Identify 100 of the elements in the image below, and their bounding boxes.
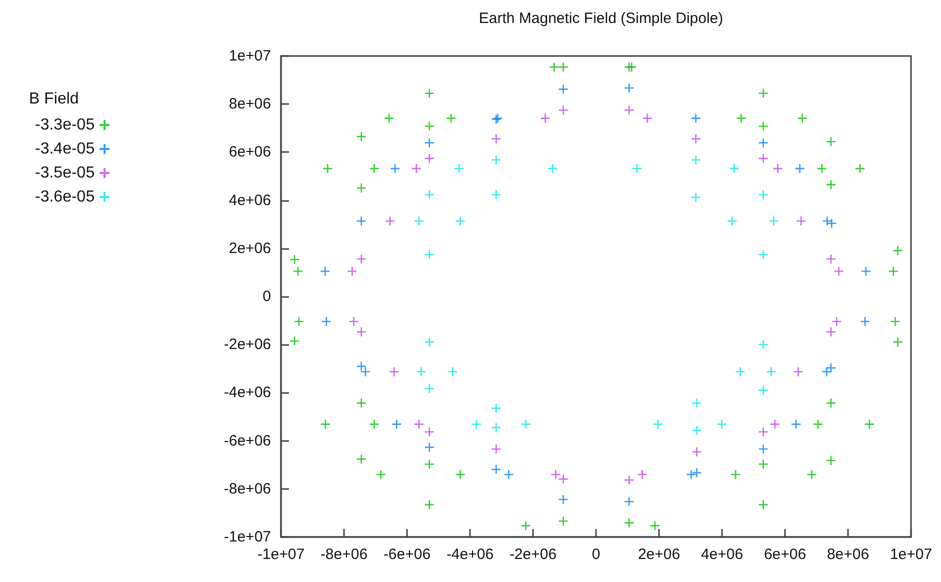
- point: [890, 316, 900, 327]
- point: [816, 163, 828, 174]
- legend-label: -3.4e-05: [35, 140, 95, 158]
- point: [860, 316, 870, 327]
- y-tick-label: 2e+06: [228, 240, 271, 257]
- y-tick-label: -4e+06: [224, 384, 271, 402]
- point: [758, 138, 768, 148]
- point: [454, 163, 464, 174]
- point: [793, 366, 804, 377]
- point: [424, 500, 435, 510]
- y-tick-label: 8e+06: [228, 96, 271, 113]
- point: [624, 82, 634, 94]
- y-tick-label: 6e+06: [228, 144, 271, 161]
- point: [758, 500, 768, 510]
- point: [289, 254, 300, 265]
- x-tick-label: -4e+06: [446, 546, 494, 563]
- point: [758, 458, 768, 470]
- y-tick-label: 4e+06: [228, 192, 271, 209]
- point: [376, 469, 386, 480]
- point: [424, 138, 435, 148]
- point: [356, 398, 366, 408]
- x-tick-label: -1e+07: [257, 546, 305, 563]
- point: [547, 163, 558, 174]
- point: [690, 154, 702, 166]
- point: [558, 494, 568, 505]
- point: [690, 192, 702, 203]
- point: [520, 520, 531, 531]
- point: [736, 113, 746, 124]
- x-tick-label: 6e+06: [764, 546, 806, 563]
- point: [826, 326, 836, 338]
- point: [390, 163, 400, 174]
- y-tick-label: 1e+07: [228, 48, 271, 64]
- point: [624, 104, 634, 116]
- x-tick-label: -8e+06: [320, 546, 368, 563]
- x-tick-label: 4e+06: [700, 546, 744, 563]
- point: [294, 316, 304, 327]
- point: [356, 254, 366, 264]
- point: [892, 245, 903, 256]
- point: [356, 182, 366, 194]
- point: [321, 316, 332, 327]
- point: [854, 163, 866, 174]
- point: [794, 163, 805, 174]
- x-tick-label: 8e+06: [826, 546, 870, 563]
- point: [758, 250, 768, 260]
- point: [690, 134, 702, 144]
- point: [796, 216, 806, 226]
- point: [768, 216, 779, 226]
- point: [490, 464, 502, 475]
- point: [424, 442, 435, 452]
- point: [826, 136, 836, 147]
- legend-title: B Field: [29, 90, 79, 108]
- point: [558, 104, 568, 116]
- point: [455, 469, 466, 480]
- point: [289, 336, 300, 346]
- point: [455, 216, 466, 226]
- point: [490, 422, 502, 433]
- point: [692, 425, 702, 436]
- point: [892, 336, 903, 348]
- x-tick-label: 0: [592, 546, 600, 563]
- point: [490, 134, 502, 144]
- point: [424, 426, 435, 438]
- point: [540, 113, 550, 124]
- point: [356, 454, 366, 464]
- point: [797, 113, 808, 124]
- point: [624, 496, 634, 507]
- point: [632, 163, 642, 174]
- point: [490, 444, 502, 454]
- x-tick-label: 1e+07: [890, 546, 932, 563]
- point: [735, 366, 746, 377]
- point: [490, 403, 502, 414]
- point: [384, 216, 396, 226]
- point: [356, 131, 366, 142]
- point: [424, 336, 435, 348]
- point: [369, 163, 380, 174]
- point: [369, 419, 380, 430]
- point: [864, 419, 875, 430]
- point: [416, 366, 426, 377]
- point: [411, 163, 422, 174]
- point: [758, 153, 768, 164]
- point: [826, 180, 836, 190]
- point: [686, 469, 696, 480]
- point: [504, 469, 514, 480]
- point: [826, 254, 836, 264]
- point: [414, 216, 424, 226]
- point: [821, 366, 832, 377]
- point: [690, 113, 702, 124]
- point: [772, 163, 783, 174]
- y-tick-label: -6e+06: [224, 432, 271, 450]
- legend-label: -3.3e-05: [35, 116, 95, 134]
- point: [624, 518, 634, 528]
- point: [716, 419, 727, 430]
- point: [424, 88, 435, 98]
- x-tick-label: -6e+06: [383, 546, 431, 563]
- point: [758, 88, 768, 98]
- point: [770, 419, 780, 430]
- point: [832, 316, 842, 327]
- point: [758, 190, 768, 200]
- point: [424, 250, 435, 260]
- point: [637, 469, 648, 480]
- point: [490, 190, 502, 200]
